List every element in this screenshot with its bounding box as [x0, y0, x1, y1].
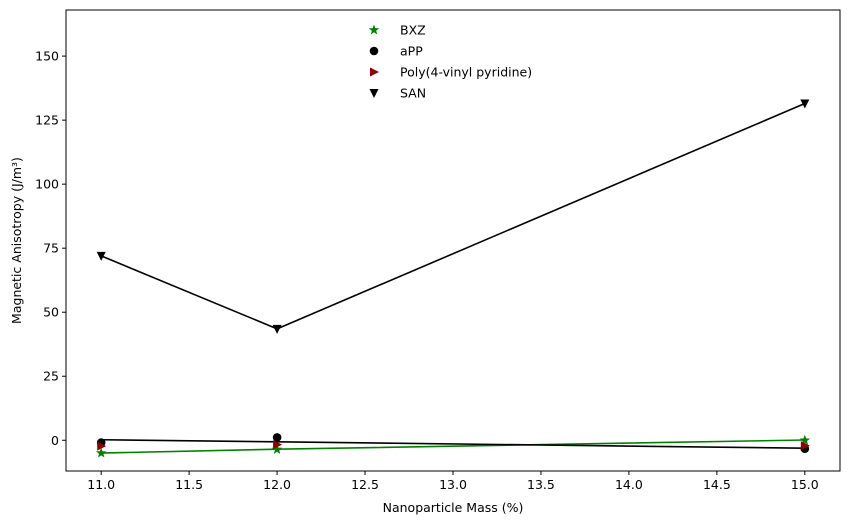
y-axis-label: Magnetic Anisotropy (J/m³)	[9, 157, 24, 324]
x-tick-label: 12.0	[263, 477, 291, 492]
legend-marker	[368, 24, 380, 35]
x-tick-label: 14.5	[703, 477, 731, 492]
legend: BXZ aPP Poly(4-vinyl pyridine) SAN	[368, 23, 532, 101]
series-3-point	[96, 251, 106, 261]
data-markers	[95, 99, 811, 458]
legend-marker	[369, 89, 379, 98]
series-0-point	[799, 434, 811, 445]
y-tick-label: 150	[35, 49, 59, 64]
x-tick-label: 12.5	[351, 477, 379, 492]
y-tick-label: 100	[35, 177, 59, 192]
x-axis-label: Nanoparticle Mass (%)	[383, 500, 524, 515]
x-tick-label: 11.0	[87, 477, 115, 492]
y-tick-label: 0	[51, 433, 59, 448]
legend-marker	[369, 46, 379, 56]
x-tick-label: 15.0	[791, 477, 819, 492]
legend-label: aPP	[400, 44, 423, 59]
series-2-point	[273, 440, 283, 450]
y-axis-ticks: 0 25 50 75 100 125 150	[35, 49, 66, 448]
series-1-line	[101, 438, 805, 450]
legend-label: SAN	[400, 86, 426, 101]
series-3-point	[800, 99, 810, 109]
legend-label: Poly(4-vinyl pyridine)	[400, 65, 532, 80]
series-3-point	[272, 324, 282, 334]
x-tick-label: 13.0	[439, 477, 467, 492]
series-1-point	[272, 433, 282, 442]
series-2-point	[800, 441, 810, 451]
series-0-point	[271, 443, 283, 454]
y-tick-label: 50	[43, 305, 59, 320]
y-tick-label: 125	[35, 113, 59, 128]
series-0-point	[95, 447, 107, 458]
y-tick-label: 75	[43, 241, 59, 256]
x-axis-ticks: 11.0 11.5 12.0 12.5 13.0 13.5 14.0 14.5 15.0	[87, 471, 819, 492]
legend-label: BXZ	[400, 23, 426, 38]
x-tick-label: 13.5	[527, 477, 555, 492]
series-2-point	[97, 441, 107, 451]
x-tick-label: 14.0	[615, 477, 643, 492]
y-tick-label: 25	[43, 369, 59, 384]
legend-marker	[370, 67, 379, 77]
x-tick-label: 11.5	[175, 477, 203, 492]
